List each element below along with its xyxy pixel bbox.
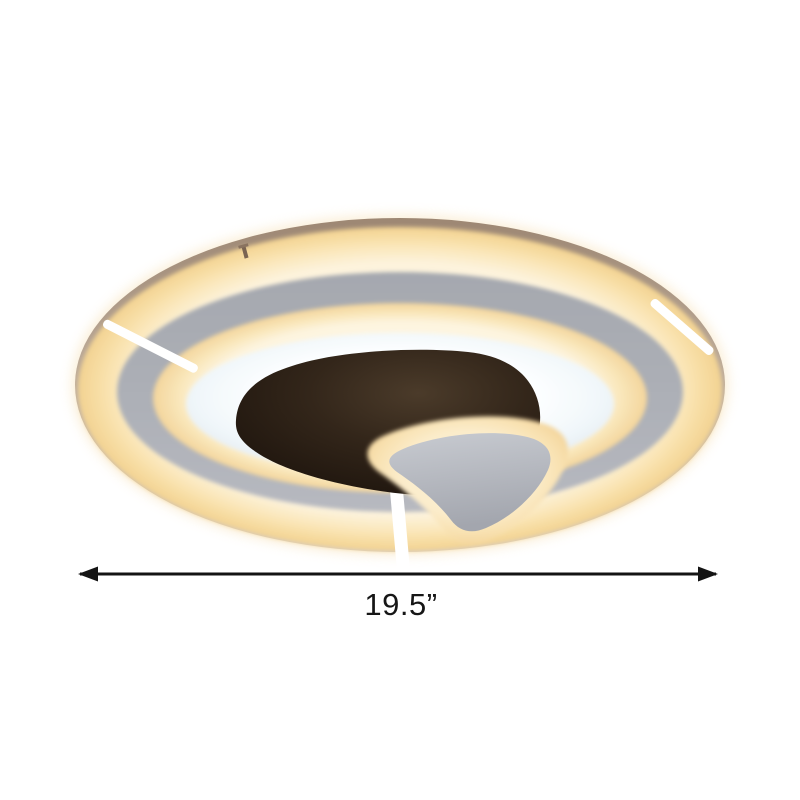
lamp-segment-gap-left bbox=[103, 319, 198, 373]
dimension-annotation: 19.5” bbox=[78, 566, 718, 622]
dimension-arrow-right-icon bbox=[698, 566, 718, 582]
mounting-clip-screw bbox=[241, 244, 249, 259]
lamp-triangle-light-center bbox=[389, 433, 551, 532]
dimension-label: 19.5” bbox=[364, 587, 437, 622]
ceiling-light-lamp bbox=[72, 215, 728, 573]
mounting-clip bbox=[238, 243, 249, 259]
mounting-clip-arm bbox=[238, 243, 249, 249]
lamp-segment-gap-right bbox=[650, 299, 714, 355]
dimension-arrow-left-icon bbox=[78, 566, 98, 582]
